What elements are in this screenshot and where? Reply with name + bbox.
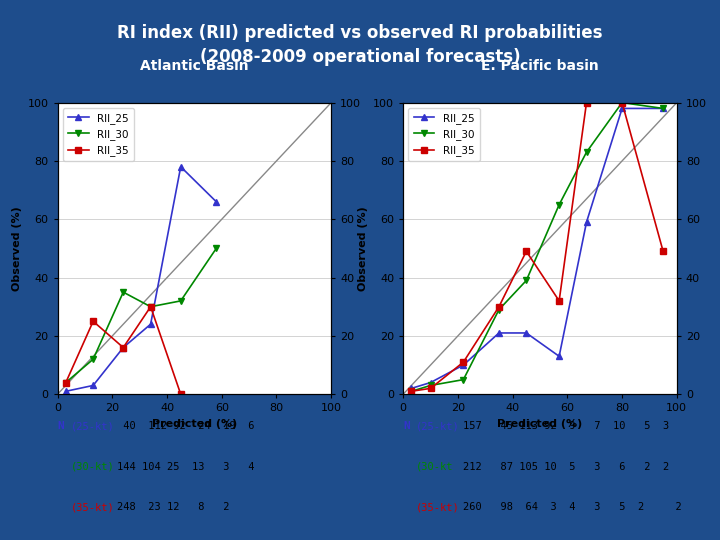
- Text: N: N: [403, 421, 410, 431]
- X-axis label: Predicted (%): Predicted (%): [498, 419, 582, 429]
- Y-axis label: Observed (%): Observed (%): [358, 206, 368, 291]
- Text: 40  112 92  24  19  6: 40 112 92 24 19 6: [117, 421, 255, 431]
- Text: (30-kt: (30-kt: [416, 462, 454, 472]
- Y-axis label: Observed (%): Observed (%): [12, 206, 22, 291]
- Text: Atlantic Basin: Atlantic Basin: [140, 59, 248, 73]
- Text: (35-kt): (35-kt): [71, 502, 114, 512]
- Text: 260   98  64  3  4   3   5  2     2: 260 98 64 3 4 3 5 2 2: [463, 502, 682, 512]
- Text: 157   45 113 92  9   7  10   5  3: 157 45 113 92 9 7 10 5 3: [463, 421, 669, 431]
- Text: N: N: [58, 421, 64, 431]
- Text: (25-kt): (25-kt): [416, 421, 460, 431]
- Text: (25-kt): (25-kt): [71, 421, 114, 431]
- Text: RI index (RII) predicted vs observed RI probabilities
(2008-2009 operational for: RI index (RII) predicted vs observed RI …: [117, 24, 603, 66]
- Text: (30-kt): (30-kt): [71, 462, 114, 472]
- Text: (35-kt): (35-kt): [416, 502, 460, 512]
- Legend: RII_25, RII_30, RII_35: RII_25, RII_30, RII_35: [63, 108, 134, 161]
- Text: 144 104 25  13   3   4: 144 104 25 13 3 4: [117, 462, 255, 472]
- Text: E. Pacific basin: E. Pacific basin: [481, 59, 599, 73]
- Text: 212   87 105 10  5   3   6   2  2: 212 87 105 10 5 3 6 2 2: [463, 462, 669, 472]
- Legend: RII_25, RII_30, RII_35: RII_25, RII_30, RII_35: [408, 108, 480, 161]
- Text: 248  23 12   8   2: 248 23 12 8 2: [117, 502, 230, 512]
- X-axis label: Predicted (%): Predicted (%): [152, 419, 237, 429]
